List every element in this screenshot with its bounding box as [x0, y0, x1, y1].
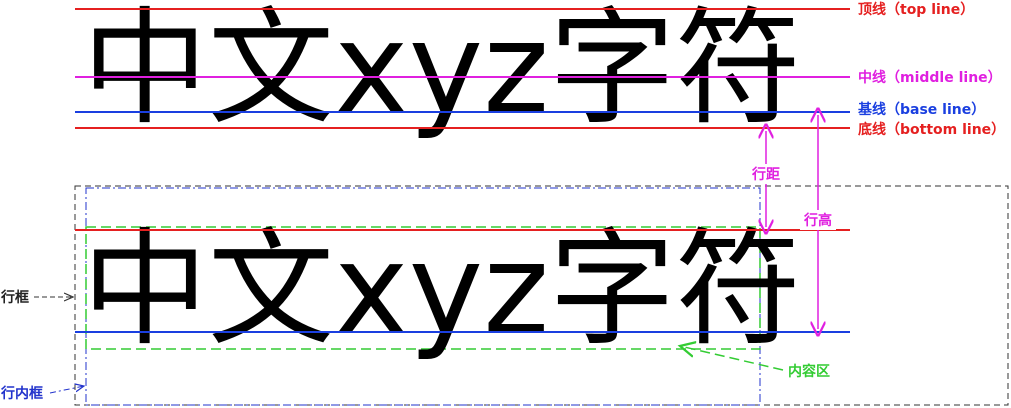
content-area-arrow: [680, 346, 784, 371]
content-area: [85, 226, 761, 350]
bottom-line-label: 底线（bottom line）: [858, 121, 1005, 138]
content-area-label: 内容区: [788, 363, 830, 380]
label-bg: [748, 164, 784, 184]
line-box-label: 行框: [0, 289, 29, 306]
sample-text: 中文xyz字符: [82, 216, 801, 363]
inline-box: [85, 187, 761, 406]
label-bg: [800, 210, 836, 230]
line-box: [74, 185, 1009, 406]
middle-line-label: 中线（middle line）: [858, 69, 1002, 86]
inline-box-label: 行内框: [0, 385, 43, 402]
line-gap-label: 行距: [751, 166, 780, 183]
sample-text: 中文xyz字符: [82, 0, 801, 142]
inline-box-arrow: [49, 386, 84, 394]
base-line-label: 基线（base line）: [858, 101, 985, 118]
line-height-label: 行高: [803, 212, 832, 229]
top-line-label: 顶线（top line）: [858, 1, 974, 18]
